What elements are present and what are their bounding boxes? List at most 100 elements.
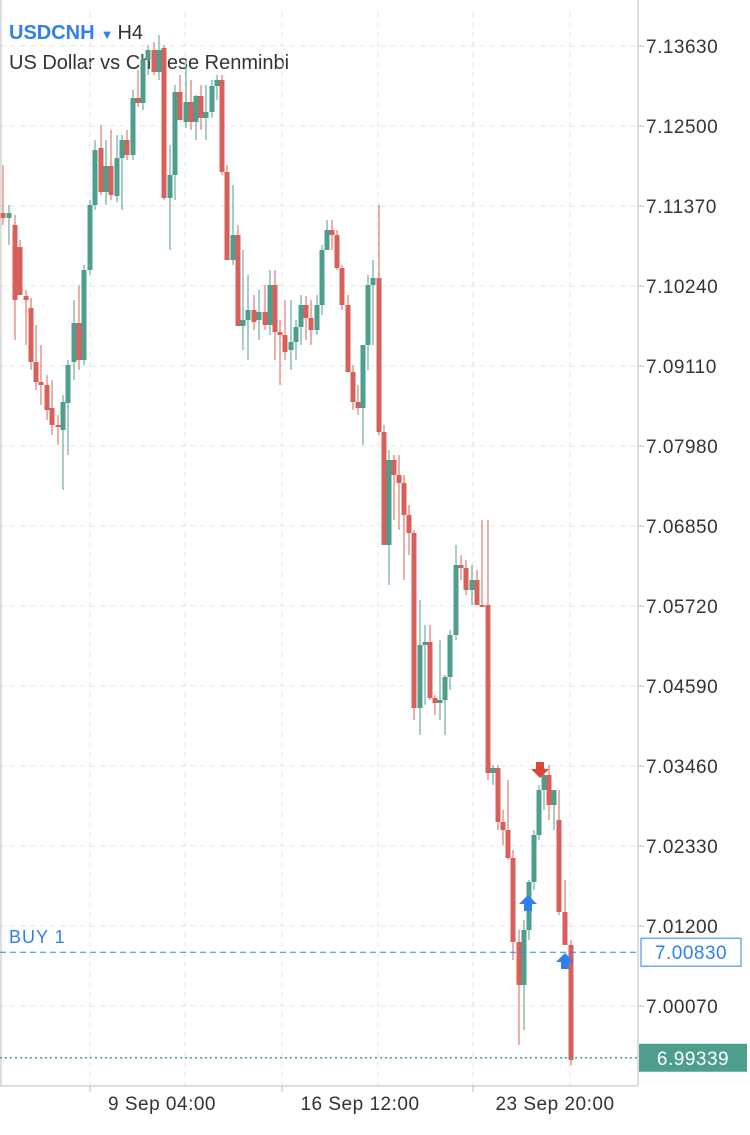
candle-up[interactable] (324, 230, 330, 250)
candle-up[interactable] (298, 305, 304, 327)
candle-down[interactable] (44, 385, 50, 410)
candle-down[interactable] (219, 80, 225, 172)
candle-up[interactable] (60, 402, 66, 430)
timeframe-label[interactable]: H4 (117, 22, 144, 44)
candle-up[interactable] (240, 320, 246, 326)
candle-down[interactable] (350, 372, 356, 402)
candle-up[interactable] (521, 930, 527, 985)
candle-down[interactable] (151, 50, 157, 72)
candle-down[interactable] (474, 580, 480, 605)
candle-down[interactable] (568, 945, 574, 1060)
candle-up[interactable] (156, 50, 162, 72)
candle-up[interactable] (140, 60, 146, 103)
candle-down[interactable] (38, 382, 44, 385)
candle-up[interactable] (203, 112, 209, 118)
candle-down[interactable] (272, 285, 278, 332)
candle-down[interactable] (495, 768, 501, 822)
candle-down[interactable] (546, 775, 552, 805)
candle-down[interactable] (381, 432, 387, 545)
candle-down[interactable] (303, 305, 309, 318)
candle-down[interactable] (108, 166, 114, 195)
candle-up[interactable] (92, 150, 98, 205)
candle-down[interactable] (500, 822, 506, 830)
candle-up[interactable] (130, 98, 136, 155)
candle-down[interactable] (334, 235, 340, 268)
candle-down[interactable] (28, 308, 34, 362)
candle-up[interactable] (145, 50, 151, 60)
candle-up[interactable] (541, 775, 547, 790)
candle-up[interactable] (536, 790, 542, 835)
buy-arrow-icon[interactable] (519, 895, 537, 911)
candle-up[interactable] (293, 327, 299, 342)
candle-up[interactable] (437, 700, 443, 703)
candle-up[interactable] (490, 768, 496, 773)
candle-down[interactable] (198, 96, 204, 118)
candle-down[interactable] (411, 533, 417, 708)
candle-up[interactable] (422, 642, 428, 645)
candle-down[interactable] (339, 268, 345, 305)
candle-down[interactable] (251, 310, 257, 322)
candle-down[interactable] (177, 92, 183, 120)
candle-down[interactable] (391, 460, 397, 475)
candle-up[interactable] (65, 365, 71, 403)
candle-up[interactable] (230, 235, 236, 260)
candle-down[interactable] (76, 323, 82, 360)
candle-down[interactable] (485, 605, 491, 773)
sell-arrow-icon[interactable] (531, 762, 549, 778)
candle-down[interactable] (0, 213, 6, 218)
candle-up[interactable] (256, 312, 262, 320)
candle-down[interactable] (262, 312, 268, 325)
candle-up[interactable] (314, 305, 320, 330)
candle-down[interactable] (516, 942, 522, 985)
candle-down[interactable] (406, 515, 412, 533)
candle-up[interactable] (103, 166, 109, 192)
candle-up[interactable] (193, 96, 199, 122)
candle-up[interactable] (167, 175, 173, 198)
candle-down[interactable] (49, 408, 55, 425)
candle-down[interactable] (432, 698, 438, 703)
candle-up[interactable] (267, 285, 273, 325)
candle-up[interactable] (386, 460, 392, 545)
candle-up[interactable] (245, 310, 251, 320)
buy-price-box[interactable] (640, 937, 742, 967)
buy-price-label[interactable]: 7.00830 (655, 943, 727, 964)
candle-up[interactable] (87, 205, 93, 270)
candle-down[interactable] (505, 830, 511, 858)
candle-up[interactable] (183, 102, 189, 122)
candle-down[interactable] (135, 98, 141, 103)
candle-down[interactable] (235, 235, 241, 326)
candle-up[interactable] (119, 140, 125, 158)
candle-up[interactable] (442, 677, 448, 700)
buy-arrow-icon[interactable] (556, 953, 574, 969)
candle-down[interactable] (355, 402, 361, 408)
candle-down[interactable] (463, 568, 469, 590)
candle-down[interactable] (427, 642, 433, 698)
candle-down[interactable] (55, 425, 61, 427)
candle-down[interactable] (308, 318, 314, 330)
chevron-down-icon[interactable]: ▼ (100, 27, 114, 42)
candle-up[interactable] (469, 580, 475, 590)
candle-up[interactable] (531, 835, 537, 882)
candle-down[interactable] (17, 247, 23, 295)
candle-up[interactable] (172, 92, 178, 175)
candle-down[interactable] (277, 332, 283, 335)
candle-down[interactable] (98, 148, 104, 192)
buy-order-label[interactable]: BUY 1 (9, 927, 66, 947)
candle-down[interactable] (458, 565, 464, 568)
candle-down[interactable] (12, 225, 18, 300)
candle-up[interactable] (209, 86, 215, 112)
candle-up[interactable] (417, 645, 423, 708)
candle-up[interactable] (71, 323, 77, 362)
candle-up[interactable] (447, 635, 453, 677)
candle-down[interactable] (23, 296, 29, 300)
chart-header[interactable]: USDCNH ▼ H4 (9, 22, 143, 45)
candle-down[interactable] (329, 230, 335, 235)
candle-down[interactable] (124, 140, 130, 155)
candle-up[interactable] (214, 80, 220, 86)
candle-up[interactable] (365, 285, 371, 345)
candle-down[interactable] (33, 362, 39, 382)
candle-down[interactable] (161, 48, 167, 198)
candle-down[interactable] (282, 335, 288, 352)
candle-up[interactable] (319, 250, 325, 305)
symbol-name[interactable]: USDCNH (9, 22, 95, 44)
